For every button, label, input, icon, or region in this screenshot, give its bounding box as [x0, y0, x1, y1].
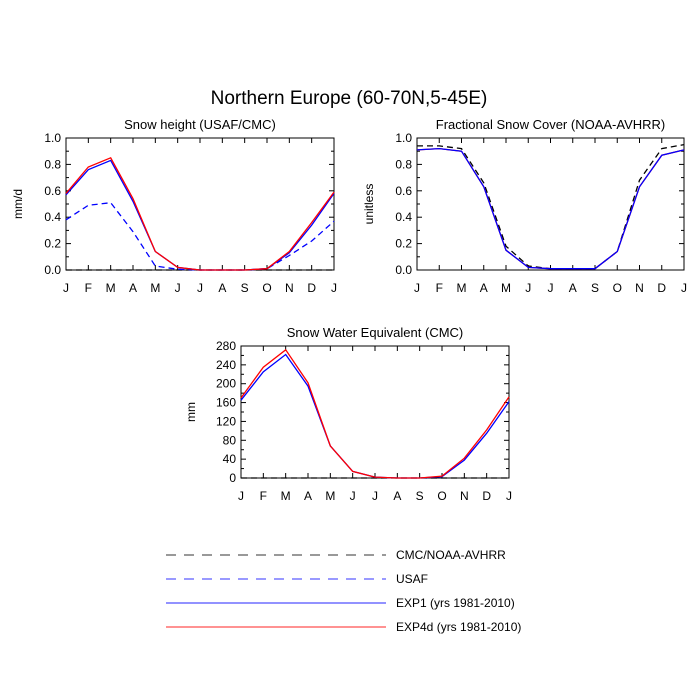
- y-tick-label: 240: [216, 358, 236, 372]
- series-line: [416, 147, 685, 270]
- legend-label: CMC/NOAA-AVHRR: [396, 548, 506, 562]
- legend-label: USAF: [396, 572, 428, 586]
- figure-title: Northern Europe (60-70N,5-45E): [211, 88, 488, 109]
- x-tick-label: O: [613, 281, 622, 295]
- x-tick-label: S: [416, 489, 424, 503]
- x-tick-label: J: [372, 489, 378, 503]
- legend-label: EXP4d (yrs 1981-2010): [396, 620, 521, 634]
- fractional-snow-cover-y-axis-label: unitless: [362, 184, 376, 225]
- x-tick-label: S: [241, 281, 249, 295]
- series-line: [240, 353, 510, 479]
- y-tick-label: 0.8: [44, 157, 61, 171]
- x-tick-label: A: [393, 489, 401, 503]
- fractional-snow-cover-title: Fractional Snow Cover (NOAA-AVHRR): [436, 117, 665, 132]
- x-tick-label: F: [260, 489, 267, 503]
- x-tick-label: N: [285, 281, 294, 295]
- x-tick-label: J: [681, 281, 687, 295]
- x-tick-label: M: [281, 489, 291, 503]
- x-tick-label: A: [218, 281, 226, 295]
- y-tick-label: 0.6: [44, 184, 61, 198]
- y-tick-label: 0.0: [395, 263, 412, 277]
- series-line: [65, 156, 335, 271]
- x-tick-label: J: [175, 281, 181, 295]
- y-tick-label: 0.8: [395, 157, 412, 171]
- snow-height-title: Snow height (USAF/CMC): [124, 117, 276, 132]
- y-tick-label: 0.2: [44, 237, 61, 251]
- x-tick-label: J: [414, 281, 420, 295]
- fractional-snow-cover-plot-frame: [416, 137, 685, 271]
- snow-height-plot-frame: [65, 137, 335, 271]
- x-tick-label: D: [307, 281, 316, 295]
- x-tick-label: J: [331, 281, 337, 295]
- x-tick-label: D: [482, 489, 491, 503]
- y-tick-label: 80: [223, 433, 237, 447]
- y-tick-label: 0.0: [44, 263, 61, 277]
- x-tick-label: J: [350, 489, 356, 503]
- x-tick-label: J: [548, 281, 554, 295]
- x-tick-label: A: [304, 489, 312, 503]
- snow-water-equivalent-title: Snow Water Equivalent (CMC): [287, 325, 464, 340]
- x-tick-label: O: [262, 281, 271, 295]
- x-tick-label: J: [197, 281, 203, 295]
- x-tick-label: J: [63, 281, 69, 295]
- x-tick-label: M: [501, 281, 511, 295]
- y-tick-label: 0.2: [395, 237, 412, 251]
- x-tick-label: S: [591, 281, 599, 295]
- x-tick-label: A: [480, 281, 488, 295]
- y-tick-label: 120: [216, 414, 236, 428]
- y-tick-label: 160: [216, 396, 236, 410]
- x-tick-label: M: [325, 489, 335, 503]
- x-tick-label: F: [436, 281, 443, 295]
- x-tick-label: D: [657, 281, 666, 295]
- y-tick-label: 0.4: [44, 210, 61, 224]
- x-tick-label: M: [106, 281, 116, 295]
- x-tick-label: F: [85, 281, 92, 295]
- snow-height-y-axis-label: mm/d: [11, 189, 25, 219]
- x-tick-label: M: [457, 281, 467, 295]
- x-tick-label: N: [460, 489, 469, 503]
- x-tick-label: N: [635, 281, 644, 295]
- y-tick-label: 0: [229, 471, 236, 485]
- x-tick-label: J: [525, 281, 531, 295]
- y-tick-label: 200: [216, 377, 236, 391]
- y-tick-label: 0.4: [395, 210, 412, 224]
- x-tick-label: A: [129, 281, 137, 295]
- y-tick-label: 1.0: [44, 131, 61, 145]
- x-tick-label: O: [437, 489, 446, 503]
- y-tick-label: 0.6: [395, 184, 412, 198]
- y-tick-label: 40: [223, 452, 237, 466]
- series-line: [416, 147, 685, 270]
- series-line: [240, 348, 510, 479]
- fractional-snow-cover-panel: Fractional Snow Cover (NOAA-AVHRR) unitle…: [362, 117, 687, 295]
- y-tick-label: 280: [216, 339, 236, 353]
- x-tick-label: J: [238, 489, 244, 503]
- snow-water-equivalent-y-axis-label: mm: [184, 402, 198, 422]
- y-tick-label: 1.0: [395, 131, 412, 145]
- x-tick-label: J: [506, 489, 512, 503]
- snow-water-equivalent-plot-frame: [240, 345, 510, 479]
- snow-water-equivalent-panel: Snow Water Equivalent (CMC) mm 0 40 80 120 160…: [184, 325, 512, 503]
- x-tick-label: M: [150, 281, 160, 295]
- series-line: [65, 159, 335, 271]
- series-line: [65, 202, 335, 271]
- snow-height-panel: Snow height (USAF/CMC) mm/d 0.0 0.2 0.4 0.6 0.…: [11, 117, 337, 295]
- series-line: [417, 143, 685, 270]
- legend: CMC/NOAA-AVHRR USAF EXP1 (yrs 1981-2010) EX…: [166, 548, 521, 634]
- x-tick-label: A: [569, 281, 577, 295]
- legend-label: EXP1 (yrs 1981-2010): [396, 596, 515, 610]
